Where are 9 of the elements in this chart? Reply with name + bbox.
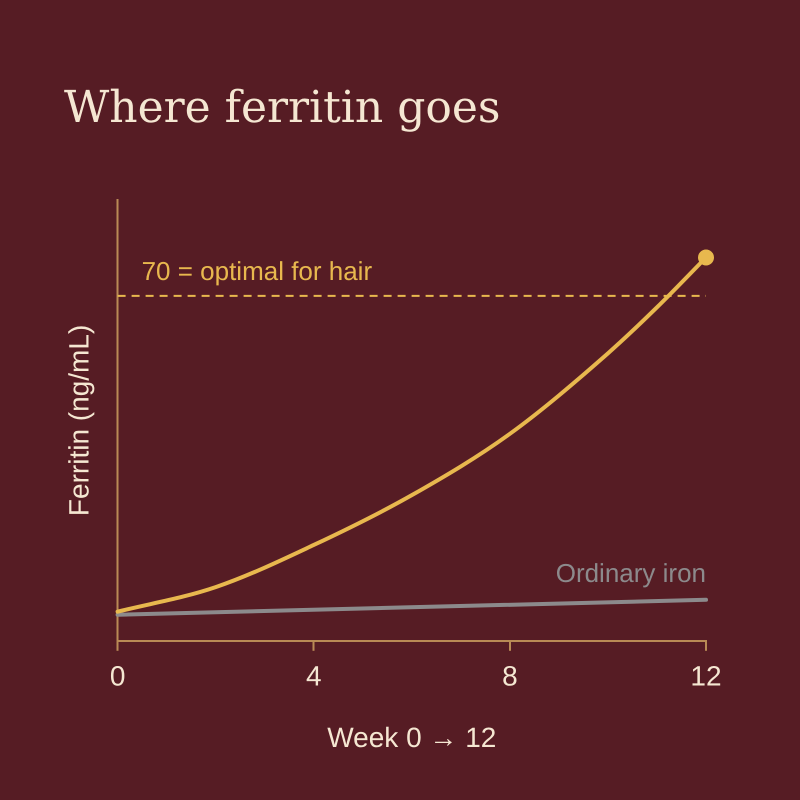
ref-line-label: 70 = optimal for hair	[142, 256, 372, 286]
series-label: Ordinary iron	[556, 558, 706, 588]
y-axis-title: Ferritin (ng/mL)	[64, 324, 95, 516]
x-tick-label: 0	[110, 660, 126, 692]
chart-title: Where ferritin goes	[64, 82, 500, 133]
x-tick-label: 4	[306, 660, 322, 692]
x-tick-label: 12	[690, 660, 722, 692]
x-tick-label: 8	[502, 660, 518, 692]
x-axis-title: Week 0 → 12	[327, 722, 496, 753]
